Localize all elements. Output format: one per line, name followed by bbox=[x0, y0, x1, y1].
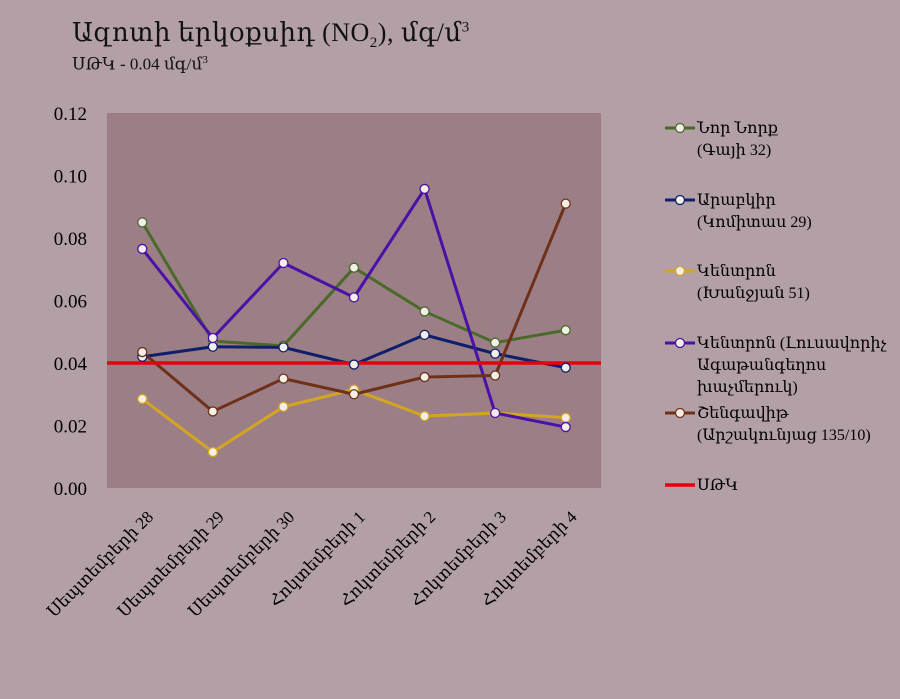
y-tick-label: 0.08 bbox=[54, 229, 87, 250]
series-5-point bbox=[137, 346, 148, 358]
series-2-point bbox=[489, 348, 501, 359]
chart-title-text: Ազոտի երկօքսիդ (NO bbox=[72, 18, 370, 47]
series-4-point bbox=[560, 421, 571, 433]
legend-swatch-marker bbox=[674, 265, 686, 277]
series-3-point bbox=[207, 446, 219, 458]
series-3-point bbox=[560, 412, 571, 423]
legend-swatch-marker bbox=[674, 194, 686, 206]
chart-title-tail: ), մգ/մ bbox=[377, 18, 462, 47]
legend-label-threshold: ՍԹԿ bbox=[697, 477, 738, 494]
series-5-point bbox=[560, 198, 571, 209]
series-3-point bbox=[137, 393, 148, 405]
y-tick-label: 0.02 bbox=[54, 417, 87, 438]
series-5-point bbox=[348, 389, 360, 400]
series-5-point bbox=[489, 370, 501, 381]
series-5-point bbox=[278, 373, 289, 384]
series-4-point bbox=[137, 243, 148, 255]
legend-label: Կենտրոն bbox=[697, 263, 776, 280]
y-tick-label: 0.12 bbox=[54, 104, 87, 125]
series-2-point bbox=[278, 342, 289, 353]
series-5-point bbox=[419, 371, 430, 383]
y-tick-label: 0.00 bbox=[54, 479, 87, 500]
series-4-point bbox=[278, 257, 289, 269]
legend-label: Արաբկիր bbox=[697, 192, 776, 209]
chart-title-subscript: 2 bbox=[369, 35, 378, 52]
y-tick-label: 0.10 bbox=[54, 167, 87, 188]
legend-label: Ագաթանգեղոս bbox=[697, 357, 826, 374]
series-4-point bbox=[348, 292, 360, 303]
chart-subtitle-text: ՍԹԿ - 0.04 մգ/մ bbox=[72, 54, 203, 74]
legend-label: խաչմերուկ) bbox=[697, 379, 798, 396]
chart-subtitle: ՍԹԿ - 0.04 մգ/մ3 bbox=[72, 54, 208, 75]
y-tick-label: 0.04 bbox=[54, 354, 88, 375]
series-4-point bbox=[207, 332, 219, 344]
series-2-point bbox=[348, 359, 360, 370]
series-1-point bbox=[348, 262, 360, 273]
legend-swatch-marker bbox=[674, 337, 686, 349]
series-4-point bbox=[489, 407, 501, 419]
legend-label: Կենտրոն (Լուսավորիչ bbox=[697, 335, 887, 352]
legend-label: (Խանջյան 51) bbox=[697, 285, 810, 302]
series-3-point bbox=[419, 410, 430, 422]
series-2-point bbox=[207, 341, 219, 352]
series-4-point bbox=[419, 183, 430, 195]
legend-label: (Գայի 32) bbox=[697, 142, 771, 159]
y-tick-label: 0.06 bbox=[54, 292, 87, 313]
series-5-point bbox=[207, 406, 219, 417]
series-2-point bbox=[560, 362, 571, 373]
legend-swatch-marker bbox=[674, 407, 686, 419]
series-3-point bbox=[278, 401, 289, 412]
series-1-point bbox=[419, 306, 430, 317]
series-1-point bbox=[489, 337, 501, 348]
chart-title: Ազոտի երկօքսիդ (NO2), մգ/մ3 bbox=[72, 18, 470, 52]
series-2-point bbox=[419, 329, 430, 341]
legend-swatch-marker bbox=[674, 122, 686, 134]
series-1-point bbox=[560, 325, 571, 336]
chart-title-superscript: 3 bbox=[461, 19, 470, 36]
legend-label: Շենգավիթ bbox=[697, 405, 789, 422]
legend-label: (Արշակունյաց 135/10) bbox=[697, 427, 871, 444]
chart-subtitle-superscript: 3 bbox=[202, 54, 208, 66]
legend-label: Նոր Նորք bbox=[696, 120, 779, 137]
series-1-point bbox=[137, 217, 148, 228]
legend-label: (Կոմիտաս 29) bbox=[697, 214, 812, 231]
